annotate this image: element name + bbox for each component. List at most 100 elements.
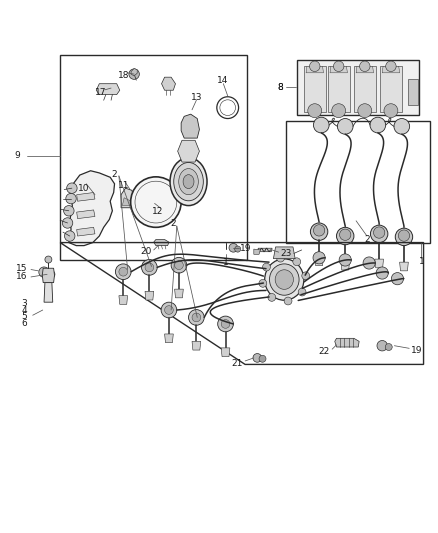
Ellipse shape [275,270,293,289]
Polygon shape [121,188,134,208]
Circle shape [385,344,392,351]
Polygon shape [328,66,350,112]
Ellipse shape [269,264,299,295]
Polygon shape [96,84,120,94]
Polygon shape [408,79,418,106]
Circle shape [39,267,49,277]
Circle shape [298,288,306,296]
Circle shape [314,225,325,236]
Circle shape [268,294,276,301]
Circle shape [218,316,233,332]
Polygon shape [77,210,95,219]
Circle shape [394,118,410,134]
Ellipse shape [265,259,304,300]
Text: 20: 20 [140,247,152,256]
Circle shape [119,268,127,276]
Circle shape [311,223,328,240]
Polygon shape [145,292,154,300]
Polygon shape [354,66,376,112]
Text: 12: 12 [152,207,164,216]
Circle shape [67,183,77,193]
Text: 16: 16 [16,272,28,280]
Polygon shape [399,262,408,271]
Polygon shape [335,338,359,347]
Text: 8: 8 [278,83,283,92]
Circle shape [259,279,267,287]
Circle shape [332,104,346,118]
Text: 23: 23 [280,249,291,258]
Circle shape [308,104,322,118]
Circle shape [129,69,139,79]
Circle shape [314,117,329,133]
Circle shape [293,258,300,265]
Circle shape [336,228,354,245]
Circle shape [398,230,410,241]
Circle shape [141,260,157,275]
Polygon shape [77,228,95,236]
Circle shape [64,231,75,241]
Circle shape [395,228,413,246]
Circle shape [337,118,353,134]
Circle shape [259,356,266,362]
Circle shape [358,104,372,118]
Polygon shape [330,66,347,73]
Circle shape [370,117,386,133]
Polygon shape [165,334,173,343]
Circle shape [377,341,388,351]
Circle shape [229,244,238,252]
Polygon shape [254,249,260,254]
Text: 14: 14 [217,76,228,85]
Text: 11: 11 [117,181,129,190]
Polygon shape [154,239,169,246]
Text: 3: 3 [22,299,28,308]
Text: 17: 17 [95,88,106,97]
Polygon shape [119,296,127,304]
Polygon shape [44,282,53,302]
Polygon shape [375,259,384,268]
Circle shape [276,254,284,262]
Polygon shape [42,268,54,282]
Polygon shape [131,68,137,76]
Polygon shape [162,77,176,90]
Text: 5: 5 [22,312,28,321]
Circle shape [360,61,370,71]
Circle shape [66,193,76,204]
Circle shape [161,302,177,318]
Text: 9: 9 [14,151,20,160]
Circle shape [235,246,241,252]
Ellipse shape [183,175,194,189]
Polygon shape [258,248,272,252]
Polygon shape [175,289,184,298]
Text: 4: 4 [22,305,28,314]
Circle shape [175,261,184,270]
Text: 1: 1 [223,257,228,266]
Polygon shape [341,261,350,270]
Circle shape [391,272,403,285]
Text: 2: 2 [111,169,117,179]
Text: 15: 15 [16,264,28,273]
Circle shape [310,61,320,71]
Text: 22: 22 [319,347,330,356]
Text: 2: 2 [364,235,370,244]
Polygon shape [69,171,115,246]
Text: 19: 19 [410,345,422,354]
Circle shape [221,320,230,328]
Circle shape [371,225,388,243]
Circle shape [47,270,55,278]
Polygon shape [122,198,131,206]
Ellipse shape [174,163,203,201]
Text: 1: 1 [418,257,424,266]
Circle shape [384,104,398,118]
Text: 13: 13 [191,93,202,102]
Polygon shape [221,348,230,357]
Polygon shape [382,66,399,73]
Circle shape [284,297,292,305]
Text: 19: 19 [240,244,251,253]
Circle shape [116,264,131,279]
Circle shape [339,229,351,240]
Polygon shape [273,247,295,259]
Polygon shape [304,66,325,112]
Text: 10: 10 [78,184,90,192]
Circle shape [374,227,385,238]
Circle shape [192,313,201,322]
